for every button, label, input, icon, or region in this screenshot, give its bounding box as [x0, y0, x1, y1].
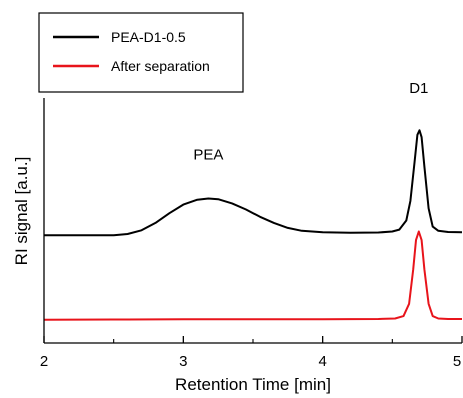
- legend: PEA-D1-0.5 After separation: [38, 12, 244, 93]
- x-axis-title: Retention Time [min]: [175, 375, 331, 394]
- x-tick-label-3: 5: [453, 353, 461, 370]
- annotation-d1: D1: [409, 80, 428, 97]
- series-line-0: [44, 129, 463, 237]
- legend-label-pea-d1: PEA-D1-0.5: [111, 29, 186, 45]
- x-tick-label-1: 3: [179, 353, 187, 370]
- legend-label-after-separation: After separation: [111, 58, 210, 74]
- x-tick-label-0: 2: [40, 353, 48, 370]
- y-axis-title: RI signal [a.u.]: [12, 157, 31, 266]
- x-tick-label-2: 4: [318, 353, 326, 370]
- series-line-1: [43, 230, 462, 321]
- axes: 2 3 4 5: [40, 98, 463, 370]
- legend-box: [38, 12, 244, 93]
- plot-area: [43, 129, 463, 321]
- annotation-pea: PEA: [193, 146, 223, 163]
